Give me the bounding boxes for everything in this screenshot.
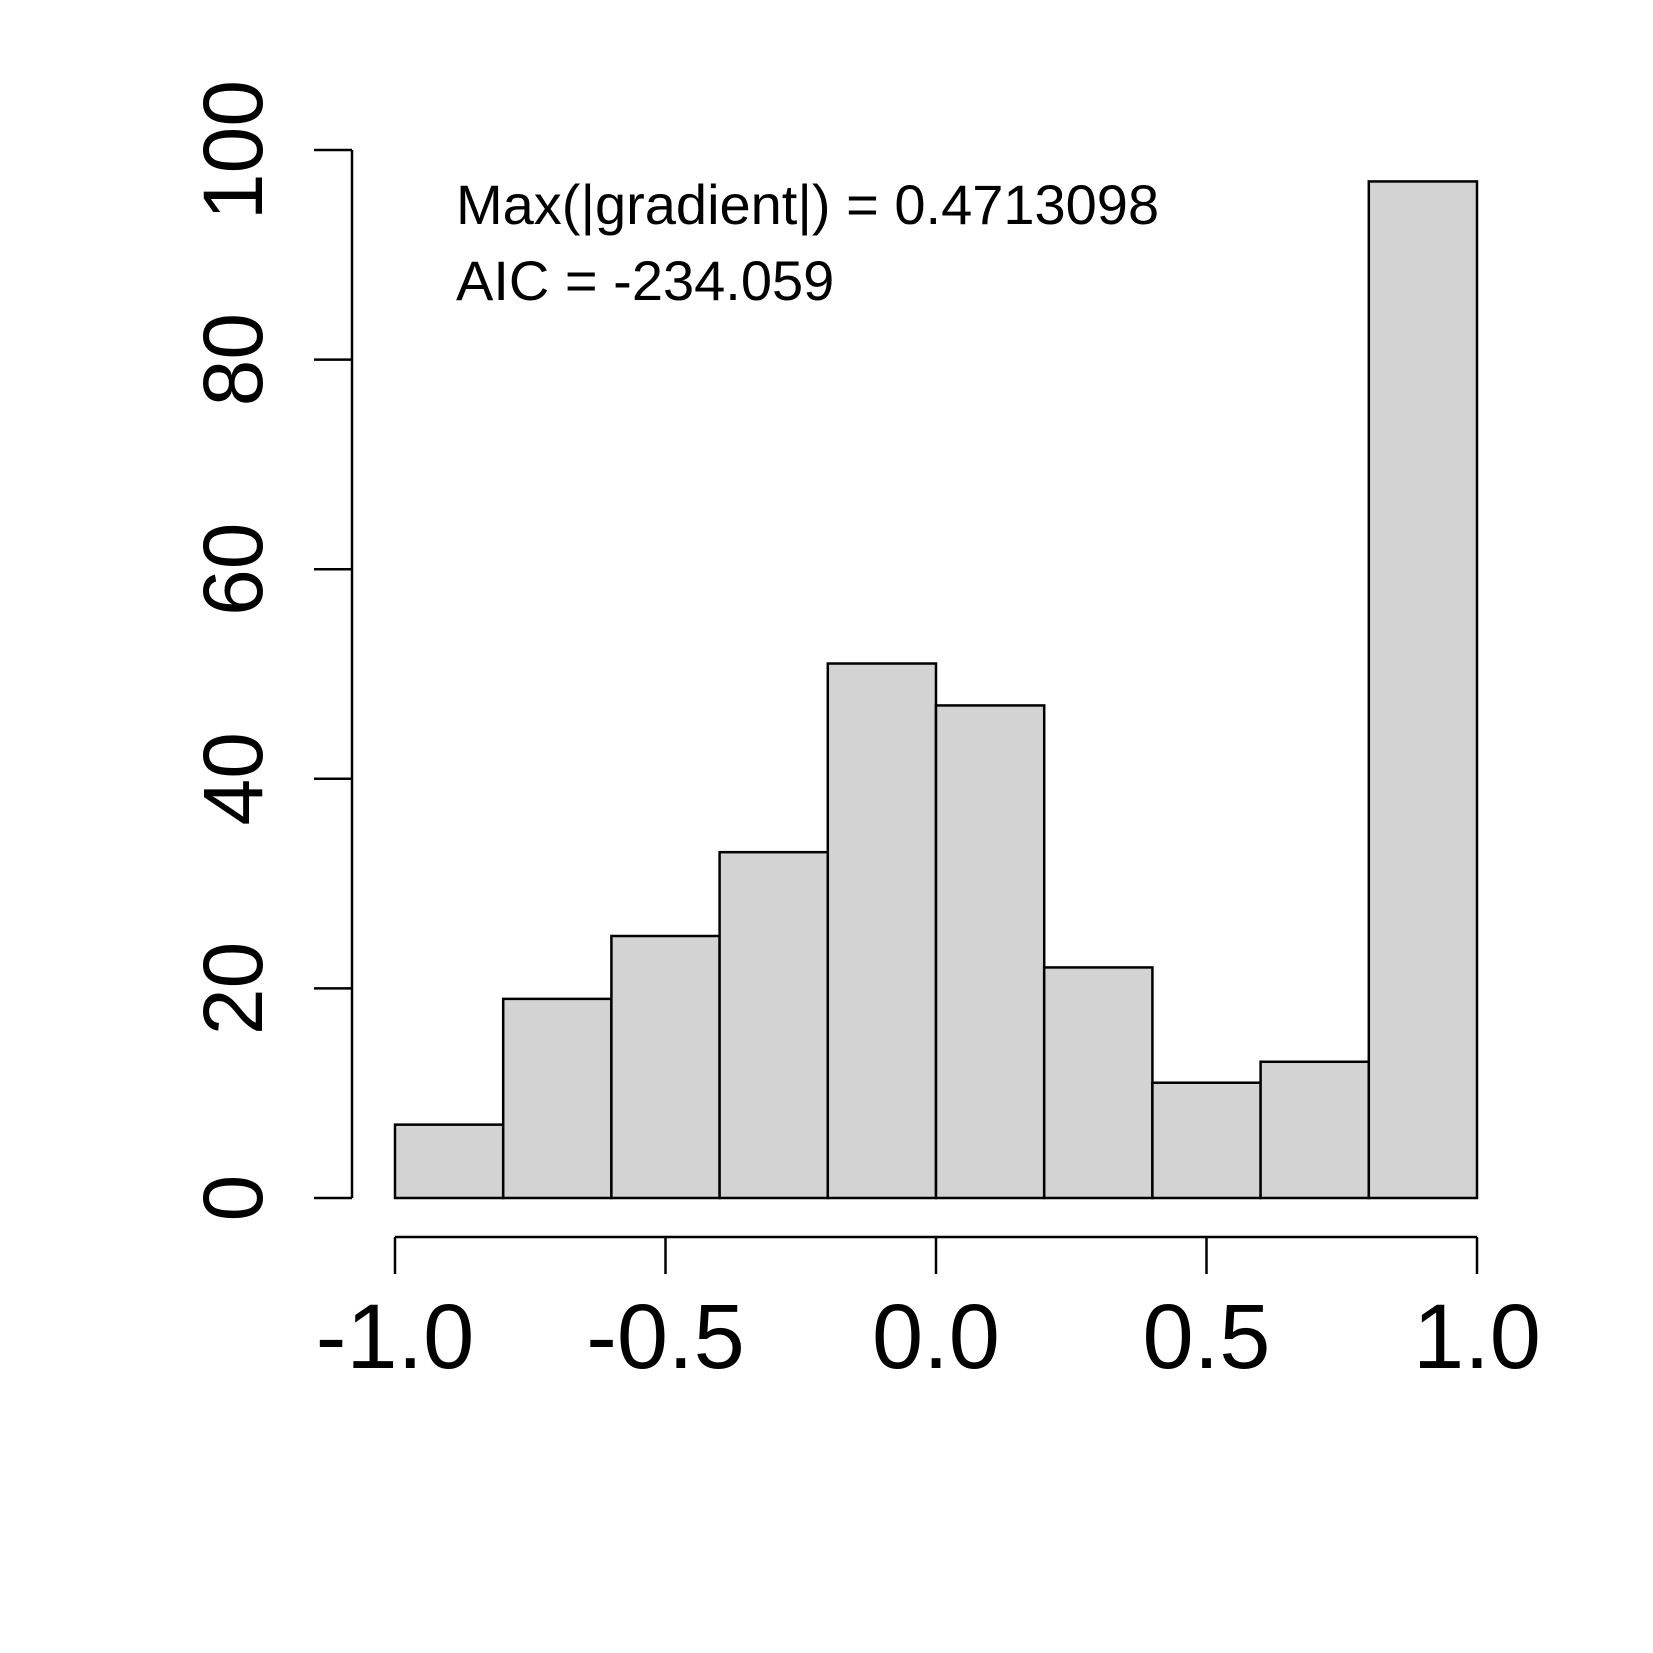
histogram-bar xyxy=(934,704,1046,1200)
y-tick-label: 80 xyxy=(186,313,280,406)
y-tick-label: 20 xyxy=(186,942,280,1035)
y-tick-label: 100 xyxy=(186,80,280,220)
annotation-max-gradient: Max(|gradient|) = 0.4713098 xyxy=(456,173,1159,236)
histogram-bar xyxy=(1367,180,1479,1200)
y-tick-label: 60 xyxy=(186,522,280,615)
x-tick-label: 0.5 xyxy=(1143,1286,1271,1388)
histogram-bar xyxy=(393,1123,505,1200)
x-tick-label: 0.0 xyxy=(872,1286,1000,1388)
x-tick-label: -1.0 xyxy=(316,1286,475,1388)
annotation-aic: AIC = -234.059 xyxy=(456,249,834,312)
y-tick-label: 40 xyxy=(186,732,280,825)
histogram-bar xyxy=(610,934,721,1200)
histogram-bar xyxy=(1042,966,1154,1200)
x-tick-label: 1.0 xyxy=(1413,1286,1541,1388)
y-tick-label: 0 xyxy=(186,1175,280,1222)
x-axis: -1.0 -0.5 0.0 0.5 1.0 xyxy=(316,1235,1541,1388)
y-axis: 0 20 40 60 80 100 xyxy=(186,80,354,1222)
x-tick-label: -0.5 xyxy=(586,1286,745,1388)
bars-group xyxy=(393,180,1479,1200)
histogram-bar xyxy=(1151,1081,1262,1200)
histogram-bar xyxy=(718,850,830,1200)
histogram-bar xyxy=(1259,1060,1371,1200)
histogram-bar xyxy=(501,997,613,1200)
histogram-bar xyxy=(826,662,938,1200)
